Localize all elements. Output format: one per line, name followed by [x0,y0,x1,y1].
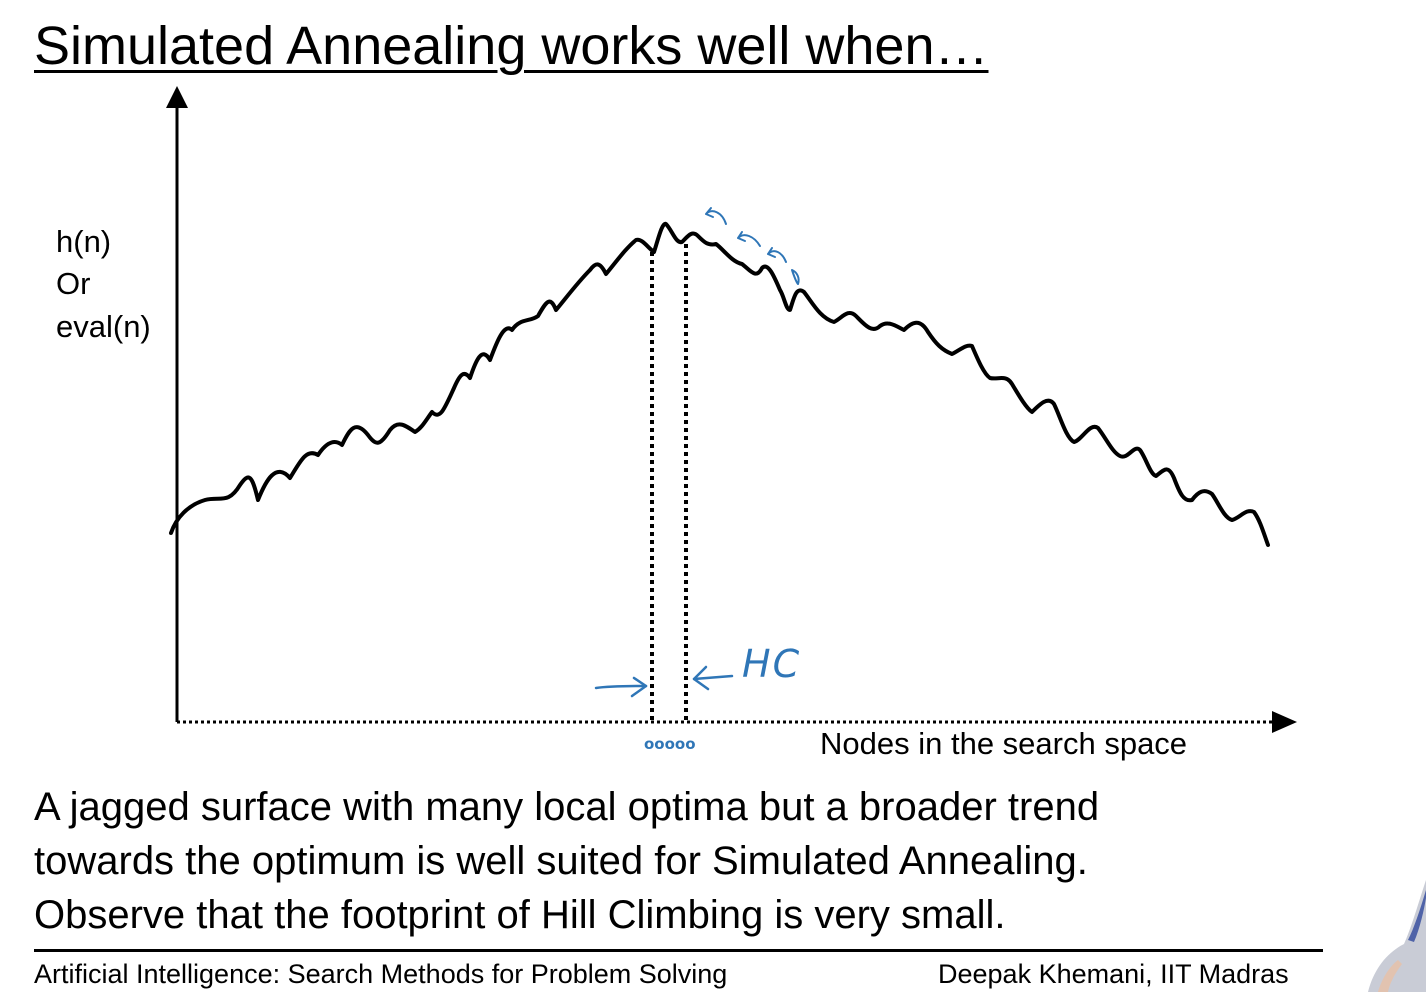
x-axis-arrowhead [1272,711,1297,733]
footer-author: Deepak Khemani, IIT Madras [938,959,1289,989]
x-axis-label: Nodes in the search space [820,726,1188,761]
hop-arrow-icon [705,207,800,285]
footprint-marks-annotation: ooooo [644,735,696,753]
body-line-3: Observe that the footprint of Hill Climb… [34,893,1006,937]
body-line-2: towards the optimum is well suited for S… [34,839,1088,883]
slide-body: A jagged surface with many local optima … [34,780,1334,942]
footer-divider [34,949,1323,952]
y-axis-label-line-1: h(n) [56,224,112,259]
y-axis-arrowhead [166,86,188,108]
hill-climbing-annotation: HC [742,642,802,686]
presenter-figure [1368,880,1426,992]
footer-course-title: Artificial Intelligence: Search Methods … [34,959,728,989]
body-line-1: A jagged surface with many local optima … [34,785,1100,829]
y-axis-label-line-3: eval(n) [56,309,151,344]
arrow-right-icon [594,676,648,698]
arrow-left-icon [692,665,734,691]
y-axis-label-line-2: Or [56,266,91,301]
evaluation-surface-curve [169,222,1270,547]
slide-title: Simulated Annealing works well when… [34,16,989,76]
